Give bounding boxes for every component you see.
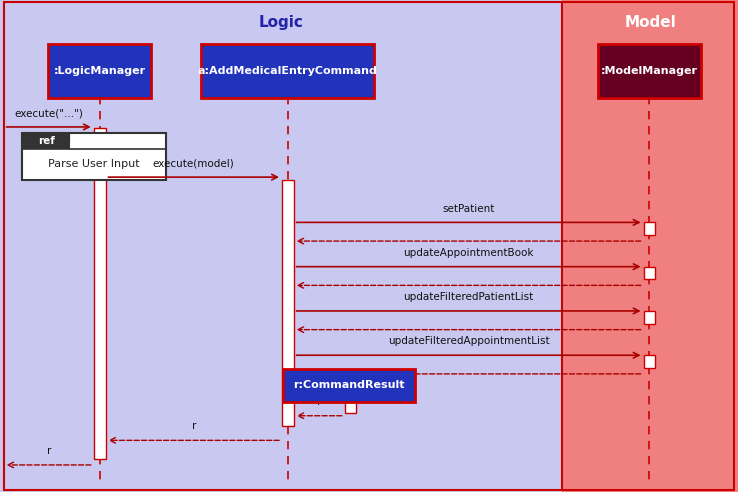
- Text: execute(model): execute(model): [153, 158, 235, 168]
- FancyBboxPatch shape: [644, 267, 655, 279]
- FancyBboxPatch shape: [201, 44, 374, 98]
- FancyBboxPatch shape: [0, 0, 562, 492]
- Text: setPatient: setPatient: [443, 204, 494, 214]
- Text: updateAppointmentBook: updateAppointmentBook: [404, 248, 534, 258]
- FancyBboxPatch shape: [598, 44, 701, 98]
- FancyBboxPatch shape: [282, 180, 294, 426]
- Text: r: r: [317, 397, 321, 407]
- Text: updateFilteredPatientList: updateFilteredPatientList: [404, 292, 534, 302]
- FancyBboxPatch shape: [345, 394, 356, 413]
- Text: Model: Model: [624, 15, 676, 30]
- FancyBboxPatch shape: [562, 0, 738, 492]
- FancyBboxPatch shape: [48, 44, 151, 98]
- Polygon shape: [22, 133, 70, 149]
- Text: :LogicManager: :LogicManager: [54, 66, 145, 76]
- FancyBboxPatch shape: [644, 222, 655, 235]
- Text: r: r: [46, 446, 51, 456]
- FancyBboxPatch shape: [283, 369, 415, 402]
- FancyBboxPatch shape: [22, 133, 70, 149]
- Text: a:AddMedicalEntryCommand: a:AddMedicalEntryCommand: [198, 66, 378, 76]
- FancyBboxPatch shape: [22, 133, 166, 180]
- FancyBboxPatch shape: [644, 355, 655, 368]
- Text: r: r: [192, 422, 196, 431]
- Text: Parse User Input: Parse User Input: [48, 159, 140, 169]
- Text: Logic: Logic: [259, 15, 303, 30]
- Text: :ModelManager: :ModelManager: [601, 66, 698, 76]
- Text: r:CommandResult: r:CommandResult: [293, 380, 405, 390]
- Text: updateFilteredAppointmentList: updateFilteredAppointmentList: [387, 337, 550, 346]
- FancyBboxPatch shape: [94, 128, 106, 459]
- Text: ref: ref: [38, 136, 55, 146]
- Text: execute("..."): execute("..."): [14, 108, 83, 118]
- FancyBboxPatch shape: [644, 311, 655, 324]
